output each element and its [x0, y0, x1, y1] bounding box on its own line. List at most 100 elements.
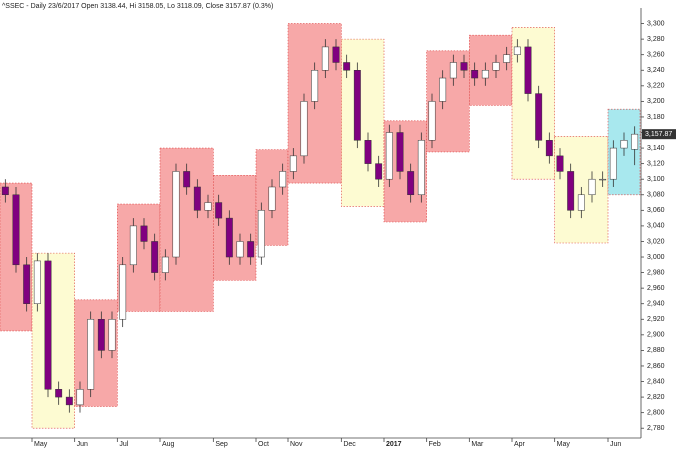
y-tick-label: 3,260: [647, 52, 665, 59]
candle-body: [375, 163, 383, 180]
candle-body: [108, 319, 116, 351]
candle-body: [268, 186, 276, 211]
y-tick-label: 3,220: [647, 83, 665, 90]
candle-body: [119, 264, 127, 320]
y-tick-label: 3,240: [647, 67, 665, 74]
x-tick-label: Nov: [290, 441, 303, 448]
candle-body: [172, 171, 180, 258]
candle-body: [609, 147, 617, 180]
y-tick-label: 2,800: [647, 409, 665, 416]
y-tick-label: 2,780: [647, 425, 665, 432]
range-box: [74, 299, 118, 407]
x-tick-label: Aug: [162, 441, 175, 448]
candle-body: [353, 70, 361, 141]
candle-body: [567, 171, 575, 211]
candle-body: [631, 133, 639, 150]
y-tick-label: 2,840: [647, 378, 665, 385]
candle-body: [23, 264, 31, 304]
candle-body: [428, 101, 436, 141]
candle-body: [161, 256, 169, 273]
candle-body: [33, 260, 41, 304]
candle-body: [215, 202, 223, 219]
y-tick-label: 2,980: [647, 269, 665, 276]
candle-body: [65, 396, 73, 406]
candle-body: [332, 46, 340, 63]
y-tick-label: 2,900: [647, 332, 665, 339]
candle-body: [1, 186, 9, 196]
candle-body: [396, 132, 404, 172]
candle-body: [311, 70, 319, 102]
y-tick-label: 2,820: [647, 394, 665, 401]
y-tick-label: 2,940: [647, 301, 665, 308]
candle-body: [257, 210, 265, 258]
y-tick-label: 2,920: [647, 316, 665, 323]
candle-body: [279, 171, 287, 188]
y-tick-label: 3,200: [647, 98, 665, 105]
candle-body: [535, 93, 543, 141]
candle-body: [140, 225, 148, 242]
candle-body: [407, 171, 415, 196]
y-tick-label: 3,180: [647, 114, 665, 121]
candle-body: [97, 319, 105, 351]
x-tick-label: Apr: [514, 441, 526, 448]
candle-body: [151, 241, 159, 273]
candle-body: [55, 389, 63, 398]
candle-body: [204, 202, 212, 211]
y-tick-label: 2,960: [647, 285, 665, 292]
x-tick-label: 2017: [386, 441, 402, 448]
candle-body: [524, 46, 532, 94]
candle-body: [545, 140, 553, 157]
last-price-label: 3,157.87: [645, 131, 672, 138]
candle-body: [236, 241, 244, 258]
candle-body: [129, 225, 137, 266]
x-tick-label: Feb: [429, 441, 441, 448]
candle-body: [76, 389, 84, 406]
candle-body: [513, 46, 521, 55]
candle-body: [460, 62, 468, 71]
candle-body: [321, 46, 329, 71]
x-tick-label: Sep: [215, 441, 228, 448]
candle-body: [492, 62, 500, 71]
candle-body: [87, 319, 95, 390]
x-tick-label: May: [557, 441, 571, 448]
candle-body: [300, 101, 308, 157]
chart-title: ^SSEC - Daily 23/6/2017 Open 3138.44, Hi…: [2, 3, 273, 10]
range-box: [213, 175, 257, 281]
candle-body: [556, 155, 564, 172]
candle-body: [289, 155, 297, 172]
candle-body: [183, 171, 191, 188]
x-tick-label: May: [34, 441, 48, 448]
y-tick-label: 3,080: [647, 192, 665, 199]
candle-body: [247, 241, 255, 258]
x-tick-label: Jul: [119, 441, 128, 448]
candle-body: [503, 54, 511, 63]
y-tick-label: 3,060: [647, 207, 665, 214]
candle-body: [12, 194, 20, 266]
y-tick-label: 3,040: [647, 223, 665, 230]
y-tick-label: 3,020: [647, 238, 665, 245]
candle-body: [193, 186, 201, 211]
candle-body: [417, 140, 425, 196]
candle-body: [599, 178, 607, 181]
y-tick-label: 2,860: [647, 363, 665, 370]
candle-body: [343, 62, 351, 71]
x-tick-label: Jun: [610, 441, 621, 448]
x-tick-label: Jun: [77, 441, 88, 448]
y-tick-label: 3,140: [647, 145, 665, 152]
candle-body: [364, 140, 372, 164]
candle-body: [225, 217, 233, 258]
y-tick-label: 2,880: [647, 347, 665, 354]
candle-body: [439, 77, 447, 102]
candle-body: [620, 140, 628, 149]
candle-body: [44, 260, 52, 390]
candle-body: [481, 70, 489, 79]
candle-body: [588, 178, 596, 196]
y-tick-label: 3,000: [647, 254, 665, 261]
candle-body: [471, 70, 479, 79]
x-tick-label: Mar: [471, 441, 484, 448]
candle-body: [385, 132, 393, 180]
y-tick-label: 3,120: [647, 160, 665, 167]
y-tick-label: 3,280: [647, 36, 665, 43]
candle-body: [449, 62, 457, 79]
